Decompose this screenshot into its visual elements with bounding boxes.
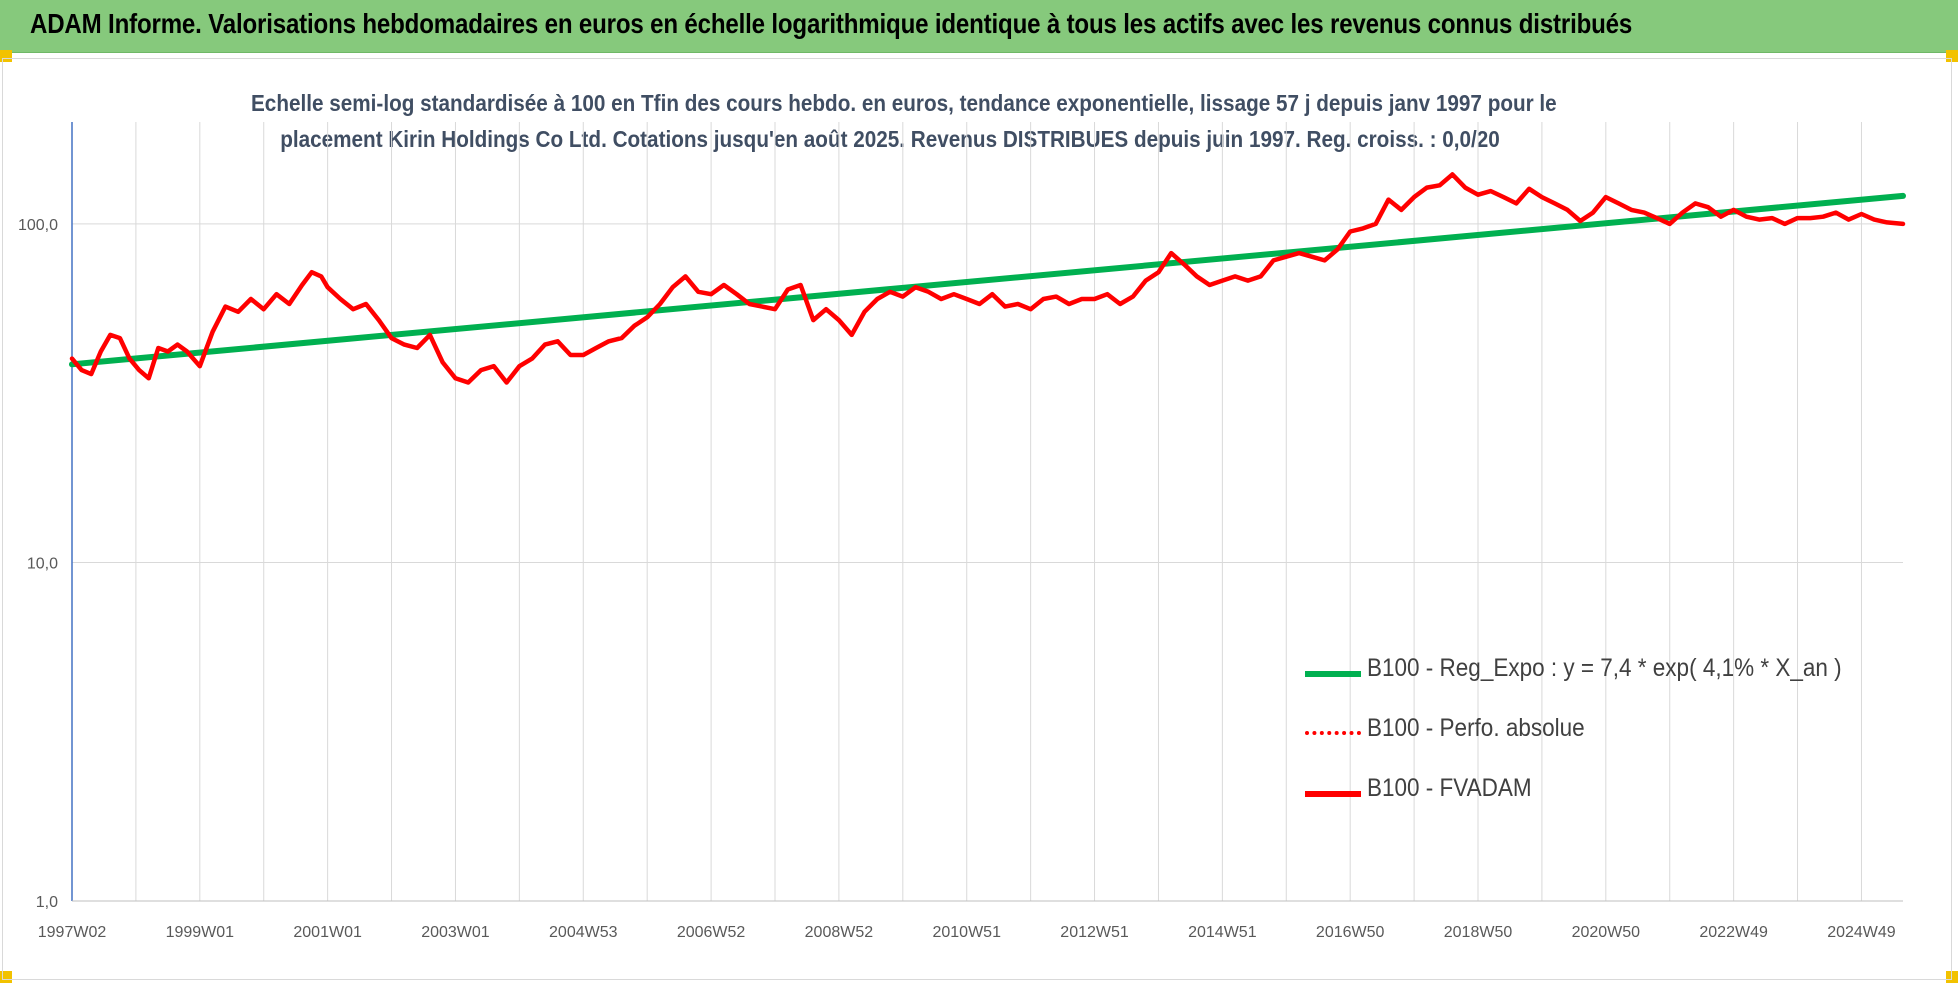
series-line-trend bbox=[69, 192, 1906, 368]
report-title: ADAM Informe. Valorisations hebdomadaire… bbox=[30, 8, 1633, 39]
legend-swatch-trend bbox=[1305, 671, 1361, 677]
x-tick-label: 2012W51 bbox=[1060, 924, 1129, 941]
x-tick-label: 2008W52 bbox=[805, 924, 874, 941]
chart-title: Echelle semi-log standardisée à 100 en T… bbox=[251, 85, 1557, 157]
chart-title-line-2: placement Kirin Holdings Co Ltd. Cotatio… bbox=[280, 126, 1500, 152]
x-tick-label: 2014W51 bbox=[1188, 924, 1257, 941]
x-tick-label: 2003W01 bbox=[421, 924, 490, 941]
x-tick-label: 1999W01 bbox=[166, 924, 235, 941]
legend-label-trend: B100 - Reg_Expo : y = 7,4 * exp( 4,1% * … bbox=[1367, 654, 1842, 682]
x-tick-label: 2018W50 bbox=[1444, 924, 1513, 941]
report-banner: ADAM Informe. Valorisations hebdomadaire… bbox=[0, 0, 1958, 53]
x-tick-label: 2010W51 bbox=[932, 924, 1001, 941]
x-tick-label: 2020W50 bbox=[1572, 924, 1641, 941]
legend-label-fvadam: B100 - FVADAM bbox=[1367, 774, 1532, 802]
x-tick-label: 2004W53 bbox=[549, 924, 618, 941]
chart-frame bbox=[2, 58, 1952, 980]
corner-marker-bottom-right bbox=[1946, 971, 1958, 983]
y-tick-label: 100,0 bbox=[18, 217, 58, 234]
x-tick-label: 1997W02 bbox=[38, 924, 107, 941]
x-tick-label: 2001W01 bbox=[293, 924, 362, 941]
corner-marker-bottom-left bbox=[0, 971, 12, 983]
legend-label-absolute-perf: B100 - Perfo. absolue bbox=[1367, 714, 1585, 742]
x-tick-label: 2024W49 bbox=[1827, 924, 1896, 941]
chart-title-line-1: Echelle semi-log standardisée à 100 en T… bbox=[251, 90, 1557, 116]
legend-swatch-absolute-perf bbox=[1305, 731, 1361, 735]
y-tick-label: 1,0 bbox=[36, 894, 58, 911]
x-tick-label: 2006W52 bbox=[677, 924, 746, 941]
corner-marker-top-left bbox=[0, 50, 12, 62]
y-tick-label: 10,0 bbox=[27, 555, 58, 572]
series-line-fvadam bbox=[69, 172, 1906, 385]
x-tick-label: 2016W50 bbox=[1316, 924, 1385, 941]
legend-swatch-fvadam bbox=[1305, 791, 1361, 797]
x-tick-label: 2022W49 bbox=[1699, 924, 1768, 941]
corner-marker-top-right bbox=[1946, 50, 1958, 62]
